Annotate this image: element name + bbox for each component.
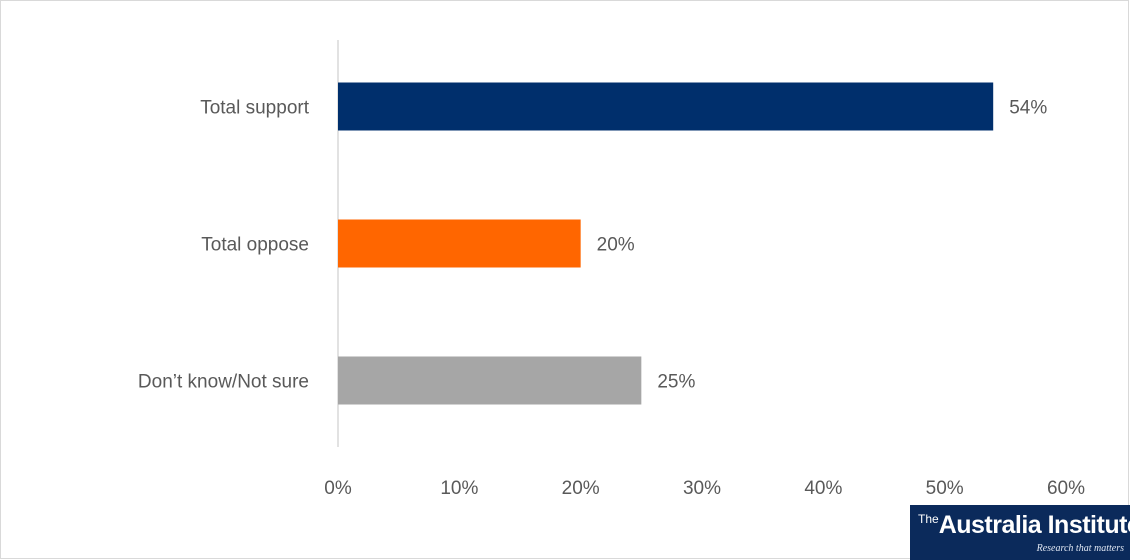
x-tick-label: 0% (324, 478, 352, 499)
value-label-total-support: 54% (1009, 98, 1047, 119)
x-tick-label: 60% (1047, 478, 1085, 499)
logo-the: The (918, 512, 939, 526)
bar-total-support (338, 82, 994, 131)
x-tick-label: 30% (683, 478, 721, 499)
logo-wordmark: TheAustralia Institute (918, 511, 1130, 540)
australia-institute-logo: TheAustralia Institute Research that mat… (910, 505, 1130, 560)
value-label-total-oppose: 20% (597, 235, 635, 256)
bar-don-t-know-not-sure (338, 356, 642, 405)
category-label-total-oppose: Total oppose (201, 235, 309, 256)
value-label-don-t-know-not-sure: 25% (657, 372, 695, 393)
category-label-don-t-know-not-sure: Don’t know/Not sure (138, 372, 309, 393)
logo-name: Australia Institute (938, 511, 1130, 539)
bar-total-oppose (338, 219, 581, 268)
x-tick-label: 10% (440, 478, 478, 499)
x-tick-label: 40% (804, 478, 842, 499)
category-label-total-support: Total support (200, 98, 310, 119)
x-tick-label: 50% (926, 478, 964, 499)
x-tick-label: 20% (562, 478, 600, 499)
logo-tagline: Research that matters (1036, 543, 1124, 554)
